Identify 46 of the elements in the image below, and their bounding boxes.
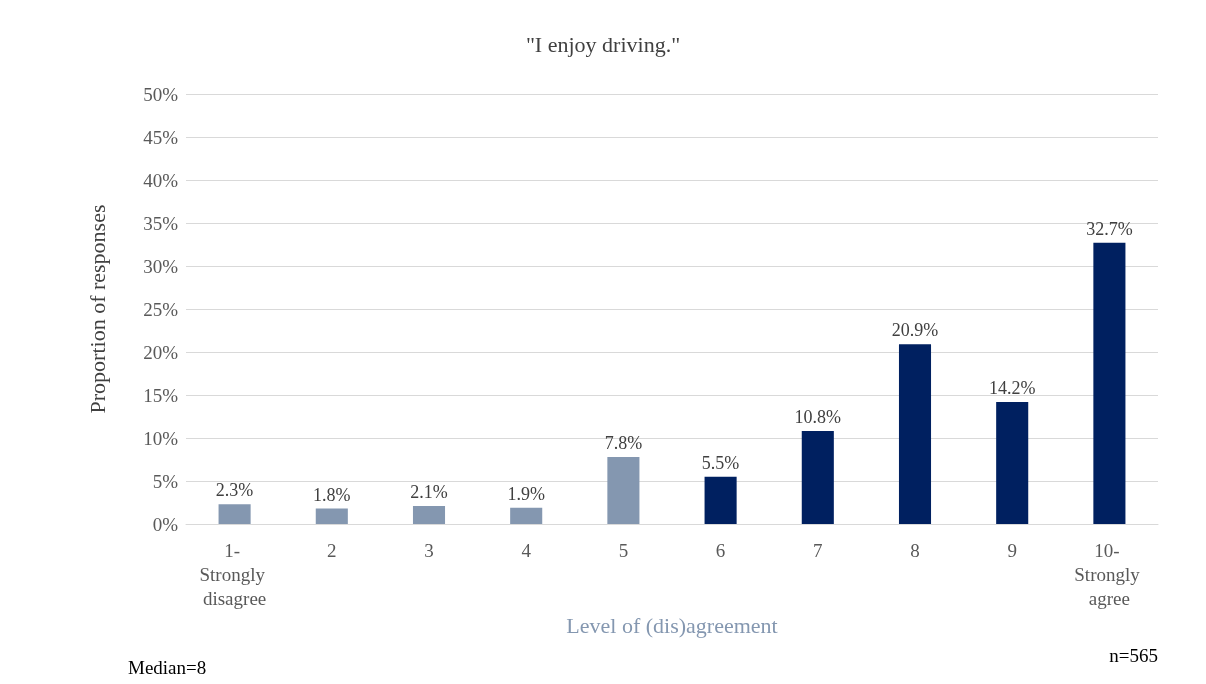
bar: [704, 476, 737, 524]
bar: [1093, 242, 1126, 524]
y-tick-label: 10%: [143, 427, 179, 449]
y-axis-title: Proportion of responses: [84, 204, 110, 414]
bar: [315, 508, 348, 524]
data-label: 1.9%: [507, 483, 545, 504]
x-tick-label: 4: [521, 539, 532, 561]
data-label: 1.8%: [313, 484, 351, 505]
y-tick-label: 50%: [143, 83, 179, 105]
x-tick-label: 8: [910, 539, 920, 561]
data-label: 10.8%: [794, 407, 842, 428]
x-tick-label: 1- Strongly disagree: [199, 539, 270, 609]
y-tick-label: 0%: [152, 513, 179, 535]
data-label: 2.1%: [410, 481, 448, 502]
data-label: 5.5%: [701, 452, 740, 473]
y-tick-label: 15%: [143, 384, 179, 406]
x-tick-label: 9: [1007, 539, 1017, 561]
bar: [801, 431, 834, 524]
y-tick-label: 25%: [143, 298, 179, 320]
bar: [607, 456, 640, 524]
x-tick-label: 5: [618, 539, 629, 561]
data-label: 2.3%: [215, 480, 254, 501]
y-tick-label: 5%: [152, 470, 179, 492]
y-tick-label: 30%: [143, 255, 179, 277]
bar: [996, 401, 1029, 524]
data-label: 32.7%: [1086, 218, 1133, 239]
bar: [898, 344, 932, 524]
x-tick-label: 2: [327, 539, 337, 561]
y-tick-label: 45%: [143, 126, 179, 148]
y-tick-label: 20%: [143, 341, 179, 363]
x-tick-label: 10- Strongly agree: [1074, 539, 1145, 609]
text: Median=8: [128, 657, 207, 678]
x-axis-title: Level of (dis)agreement: [566, 613, 778, 639]
data-label: 7.8%: [604, 432, 643, 453]
data-label: 20.9%: [891, 320, 939, 341]
text: n=565: [1109, 645, 1158, 666]
x-tick-label: 3: [424, 539, 434, 561]
bar: [510, 507, 543, 524]
chart-title: "I enjoy driving.": [525, 31, 681, 57]
y-tick-label: 40%: [143, 169, 179, 191]
x-tick-label: 6: [715, 539, 726, 561]
bar: [218, 504, 251, 524]
data-label: 14.2%: [988, 377, 1036, 398]
x-tick-label: 7: [813, 539, 823, 561]
y-tick-label: 35%: [143, 212, 179, 234]
bar: [412, 505, 446, 524]
